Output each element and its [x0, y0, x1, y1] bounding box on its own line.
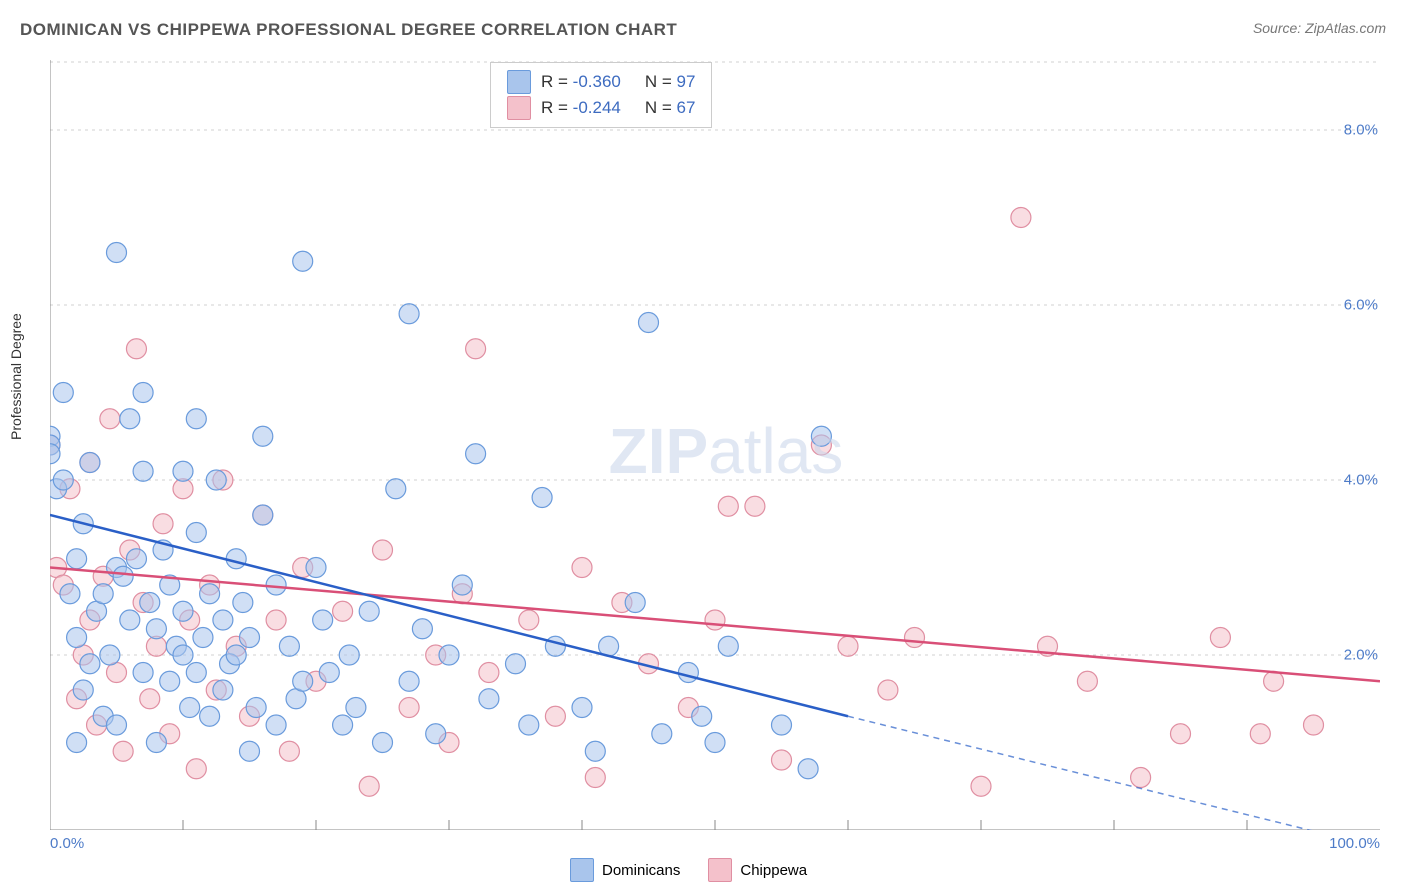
swatch-chippewa-bottom — [708, 858, 732, 882]
swatch-chippewa — [507, 96, 531, 120]
swatch-dominicans-bottom — [570, 858, 594, 882]
stat-n-dominicans: N = 97 — [645, 72, 696, 92]
scatter-plot — [50, 60, 1380, 830]
x-tick-label: 0.0% — [50, 835, 84, 852]
legend-label-dominicans: Dominicans — [602, 862, 680, 879]
chart-area: ZIPatlas R = -0.360 N = 97 R = -0.244 N … — [50, 60, 1380, 830]
stat-n-chippewa: N = 67 — [645, 98, 696, 118]
y-tick-label: 8.0% — [1344, 122, 1378, 139]
swatch-dominicans — [507, 70, 531, 94]
legend-item-chippewa: Chippewa — [708, 858, 807, 882]
legend-row-dominicans: R = -0.360 N = 97 — [507, 69, 695, 95]
correlation-legend: R = -0.360 N = 97 R = -0.244 N = 67 — [490, 62, 712, 128]
legend-row-chippewa: R = -0.244 N = 67 — [507, 95, 695, 121]
y-tick-label: 6.0% — [1344, 297, 1378, 314]
y-axis-label: Professional Degree — [8, 313, 24, 440]
stat-r-dominicans: R = -0.360 — [541, 72, 621, 92]
x-tick-label: 100.0% — [1329, 835, 1380, 852]
chart-title: DOMINICAN VS CHIPPEWA PROFESSIONAL DEGRE… — [20, 20, 677, 39]
y-tick-label: 2.0% — [1344, 647, 1378, 664]
y-tick-label: 4.0% — [1344, 472, 1378, 489]
legend-item-dominicans: Dominicans — [570, 858, 680, 882]
x-axis-legend: Dominicans Chippewa — [570, 858, 807, 882]
stat-r-chippewa: R = -0.244 — [541, 98, 621, 118]
chart-source: Source: ZipAtlas.com — [1253, 20, 1386, 36]
legend-label-chippewa: Chippewa — [740, 862, 807, 879]
